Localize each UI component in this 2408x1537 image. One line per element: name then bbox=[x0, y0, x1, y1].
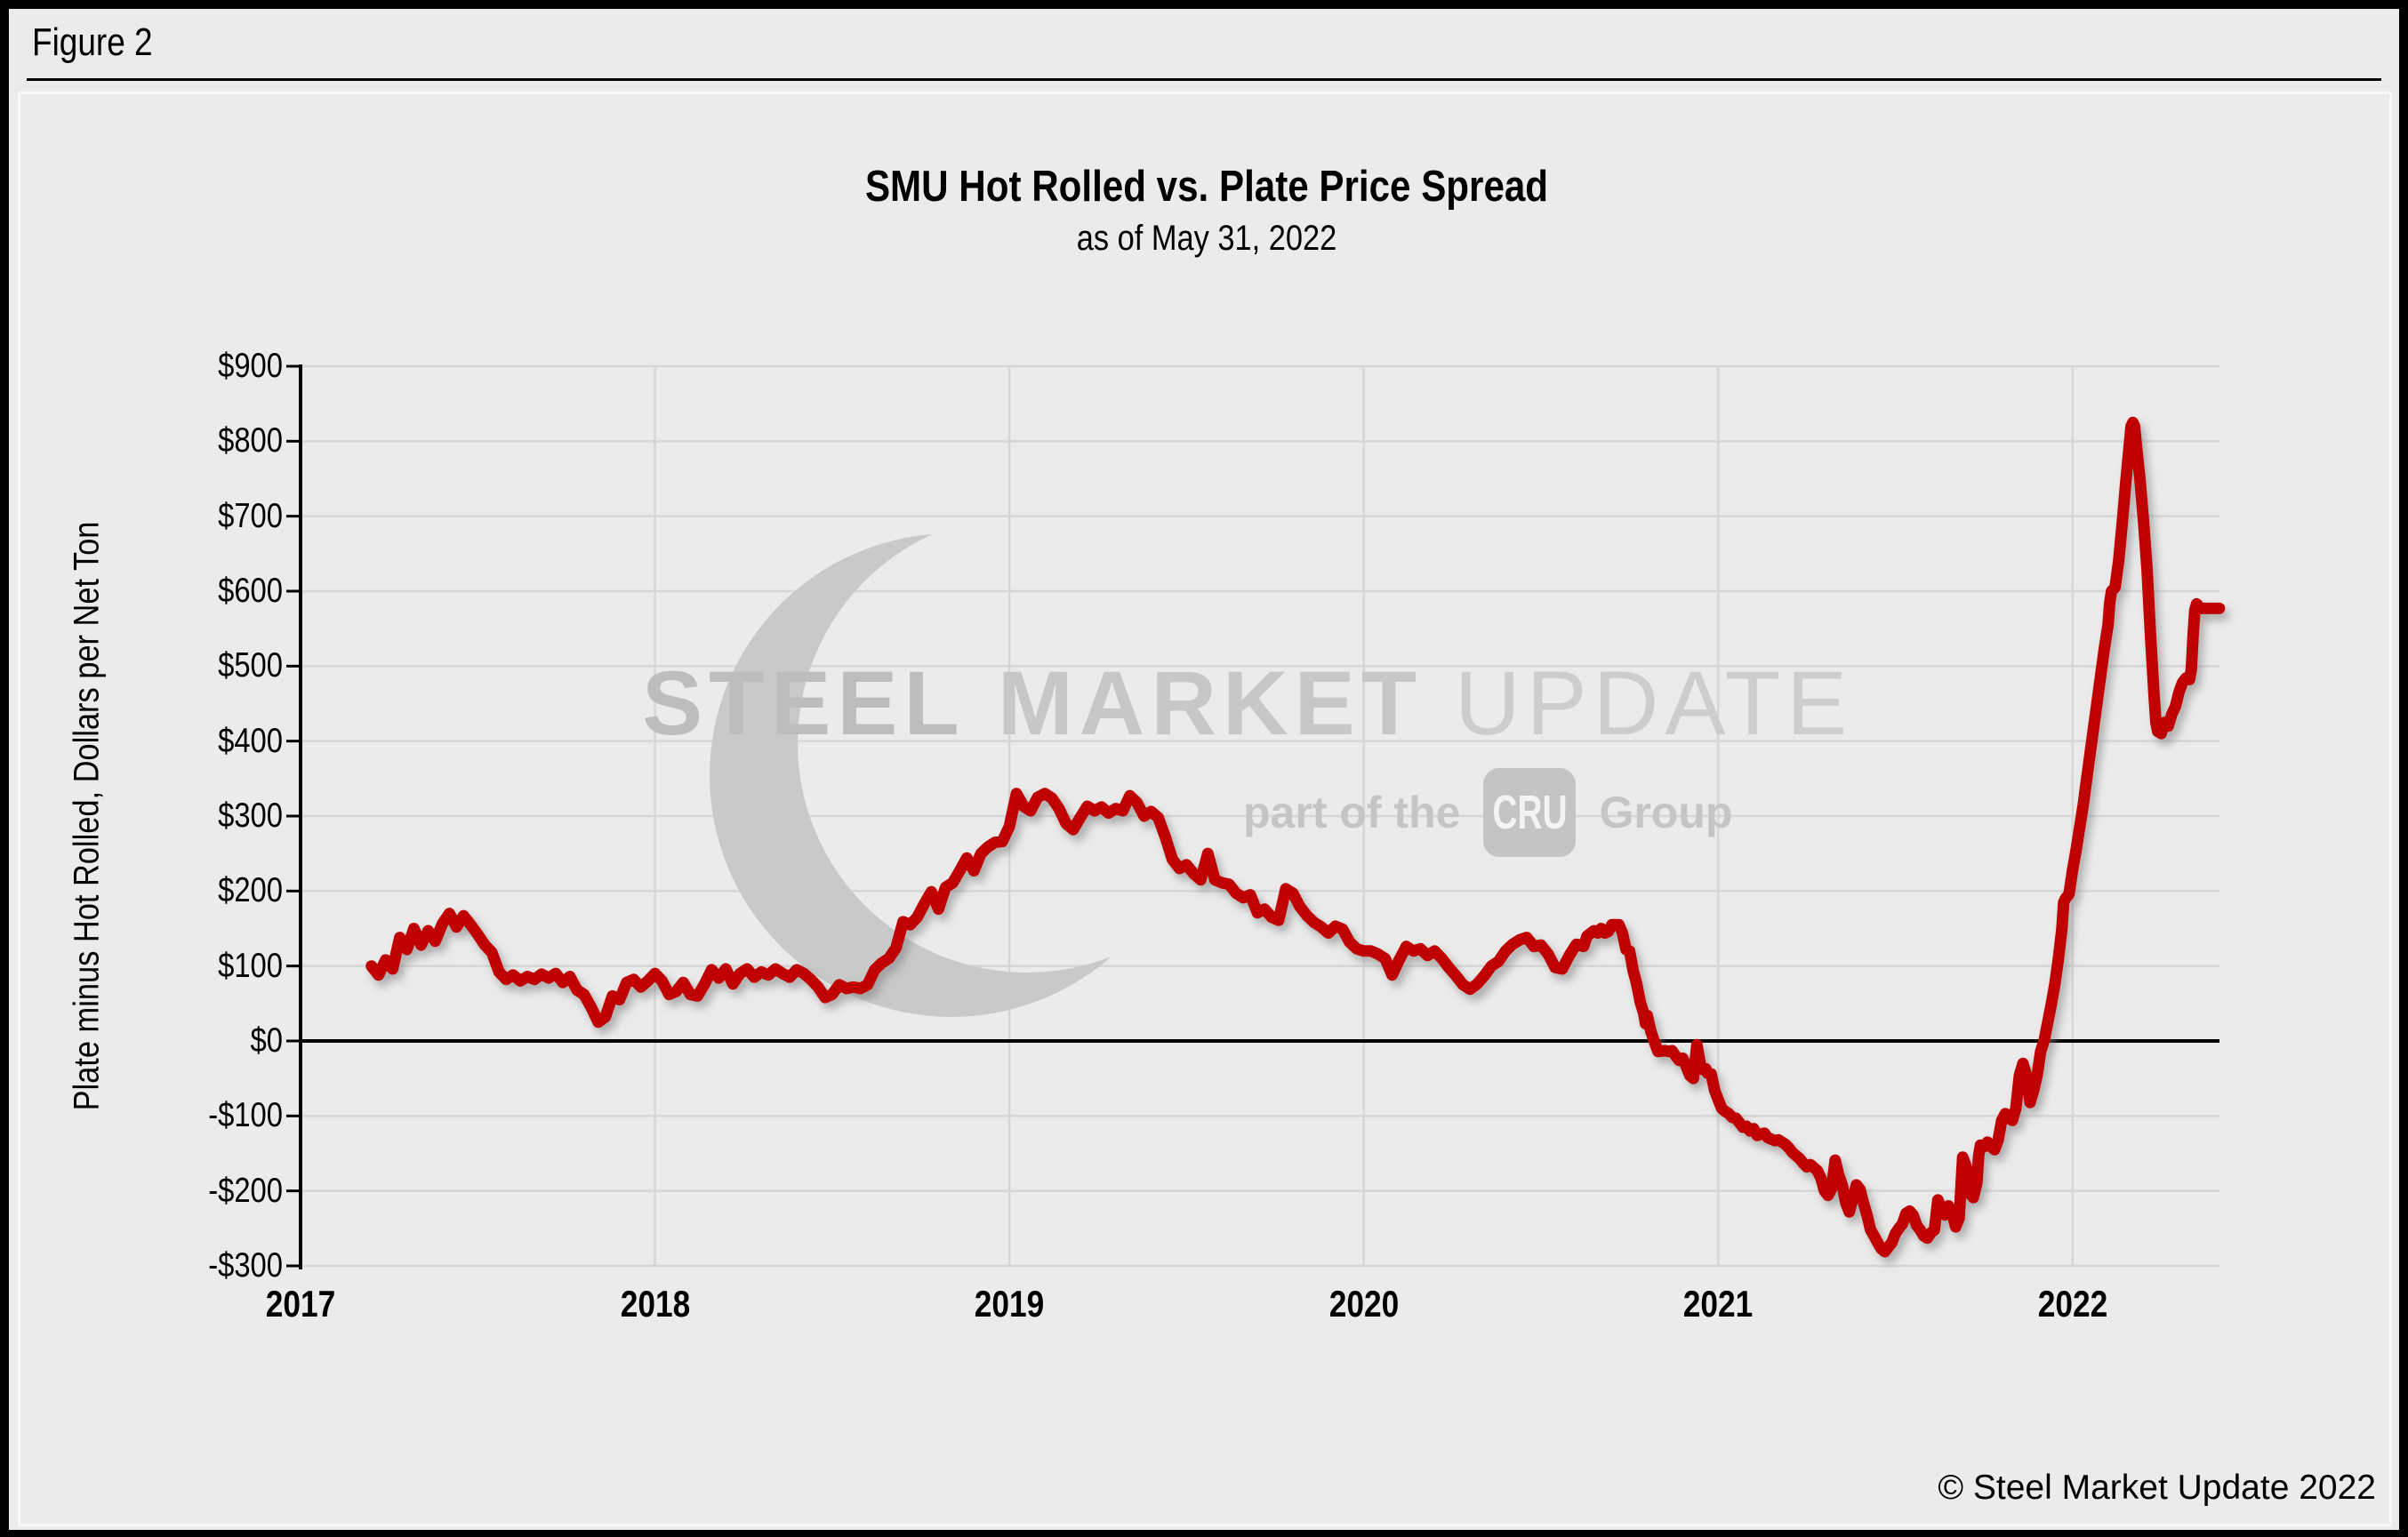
y-tick-label: $400 bbox=[218, 721, 283, 760]
figure-label: Figure 2 bbox=[32, 20, 153, 64]
x-tick-label: 2020 bbox=[1328, 1283, 1399, 1325]
watermark-steel-text: STEEL bbox=[642, 652, 966, 754]
y-tick-label: $300 bbox=[218, 797, 283, 835]
y-axis-title: Plate minus Hot Rolled, Dollars per Net … bbox=[67, 521, 107, 1111]
spread-line bbox=[365, 416, 2226, 1258]
x-tick-label: 2022 bbox=[2037, 1283, 2108, 1325]
x-tick-label: 2018 bbox=[620, 1283, 690, 1325]
y-tick-label: $0 bbox=[250, 1021, 283, 1060]
y-tick-label: $200 bbox=[218, 871, 283, 910]
cru-logo-text: CRU bbox=[1492, 786, 1568, 839]
y-tick-label: $100 bbox=[218, 946, 283, 985]
chart-title: SMU Hot Rolled vs. Plate Price Spread bbox=[864, 163, 1549, 211]
watermark-tagline-suffix: Group bbox=[1599, 788, 1733, 837]
figure-background bbox=[9, 9, 2399, 1530]
watermark-tagline-prefix: part of the bbox=[1243, 788, 1461, 837]
x-tick-label: 2019 bbox=[974, 1283, 1045, 1325]
watermark-tagline: part of the CRU Group bbox=[1243, 764, 1732, 861]
y-tick-label: $900 bbox=[218, 347, 283, 385]
y-tick-label: -$100 bbox=[208, 1096, 283, 1135]
copyright-text: © Steel Market Update 2022 bbox=[1938, 1469, 2376, 1507]
watermark-market-text: MARKET bbox=[997, 652, 1424, 754]
x-tick-label: 2021 bbox=[1682, 1283, 1754, 1325]
y-tick-label: $600 bbox=[218, 572, 283, 610]
y-tick-label: -$200 bbox=[208, 1171, 283, 1210]
watermark-wordmark: STEEL MARKET UPDATE bbox=[642, 658, 1853, 748]
y-tick-label: -$300 bbox=[208, 1245, 283, 1285]
chart-object-border bbox=[18, 92, 2392, 1526]
y-tick-label: $800 bbox=[218, 421, 283, 460]
figure-rule bbox=[27, 78, 2381, 81]
chart-subtitle: as of May 31, 2022 bbox=[1076, 219, 1337, 258]
cru-logo-badge: CRU bbox=[1483, 768, 1577, 857]
y-tick-label: $700 bbox=[218, 496, 283, 535]
x-tick-label: 2017 bbox=[265, 1283, 336, 1325]
watermark-update-text: UPDATE bbox=[1455, 652, 1854, 754]
crescent-logo-icon bbox=[710, 533, 1193, 1017]
y-tick-label: $500 bbox=[218, 646, 283, 685]
